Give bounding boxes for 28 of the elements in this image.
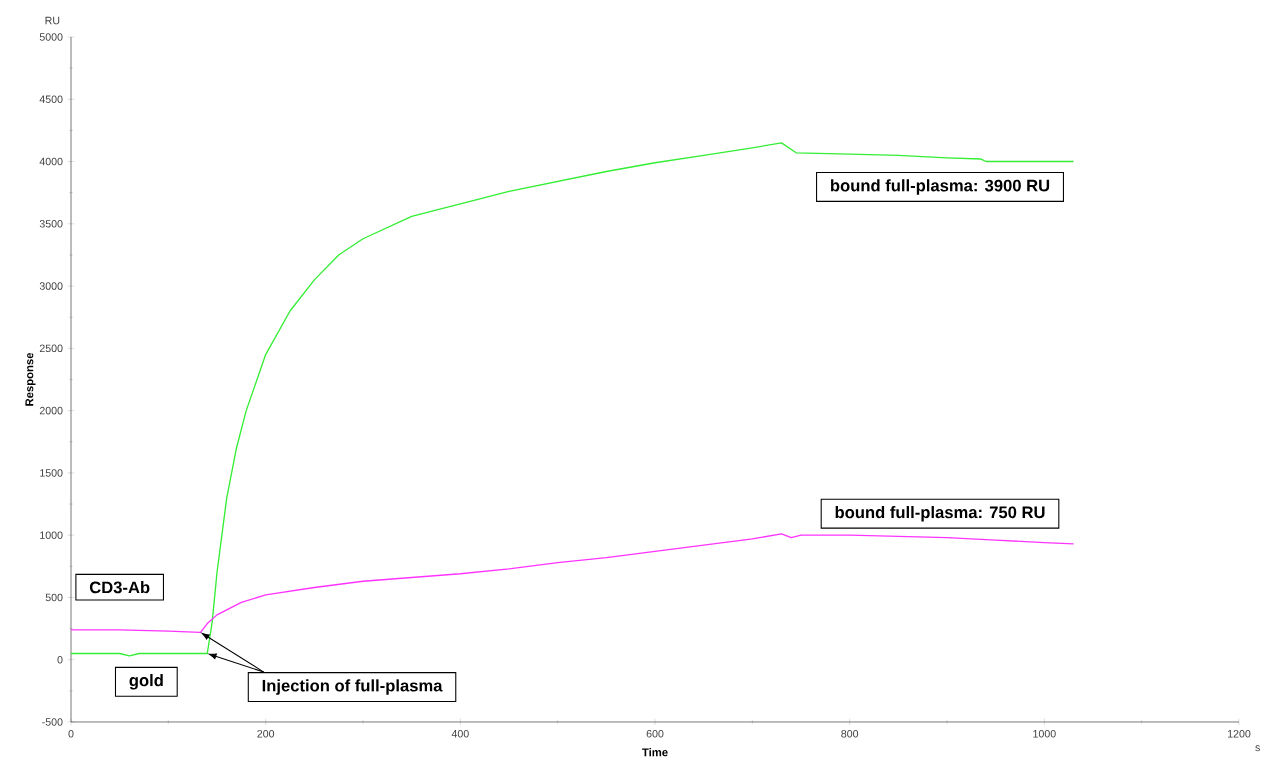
annotation: bound full-plasma: 750 RU xyxy=(835,505,1045,522)
y-tick-label: 1500 xyxy=(40,469,63,477)
y-tick-label: 500 xyxy=(45,593,63,602)
text: CD3-Ab xyxy=(89,581,150,594)
x-tick-label: 400 xyxy=(451,730,469,738)
annotation: bound full-plasma: 3900 RU xyxy=(831,179,1050,195)
annotation: Injection of full-plasma xyxy=(262,679,443,695)
x-tick-label: 0 xyxy=(68,730,74,738)
x-tick-label: 600 xyxy=(646,730,664,738)
series-label: gold xyxy=(129,674,163,690)
y-tick-label: -500 xyxy=(42,718,63,726)
x-tick-label: 200 xyxy=(257,730,275,738)
y-tick-label: 4000 xyxy=(39,157,63,166)
y-tick-label: 2500 xyxy=(39,344,63,353)
y-tick-label: 3000 xyxy=(39,282,63,290)
y-tick-label: 2000 xyxy=(39,406,63,415)
x-axis-title: Time xyxy=(642,747,668,757)
y-tick-label: 3500 xyxy=(39,220,63,228)
y-tick-label: 0 xyxy=(57,655,63,664)
y-tick-label: 4500 xyxy=(39,95,63,104)
y-tick-label: 1000 xyxy=(40,531,63,539)
text: s xyxy=(1255,745,1260,752)
x-tick-label: 1000 xyxy=(1033,730,1056,738)
y-tick-label: 5000 xyxy=(39,33,63,41)
y-axis-title: Response xyxy=(25,352,36,406)
text: RU xyxy=(45,16,60,25)
x-tick-label: 1200 xyxy=(1228,730,1251,738)
x-tick-label: 800 xyxy=(841,730,859,738)
